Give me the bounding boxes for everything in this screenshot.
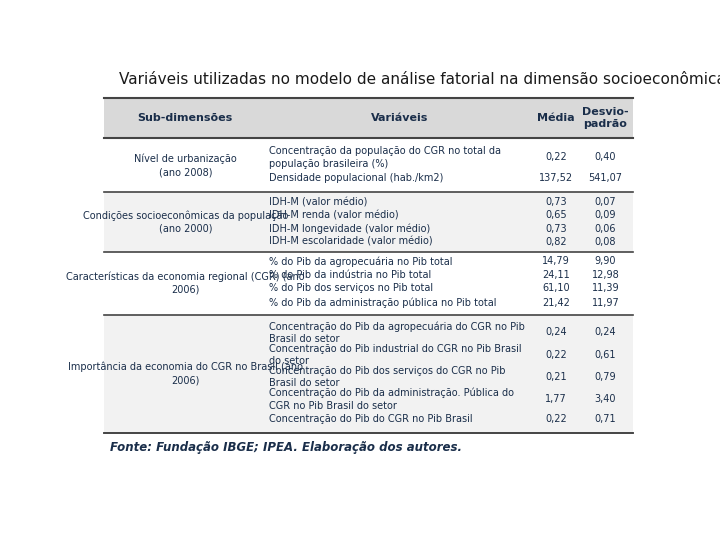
Bar bbox=[104, 98, 632, 138]
Text: 61,10: 61,10 bbox=[542, 283, 570, 293]
Text: Variáveis utilizadas no modelo de análise fatorial na dimensão socioeconômica: Variáveis utilizadas no modelo de anális… bbox=[120, 72, 720, 87]
Text: Importância da economia do CGR no Brasil (ano
2006): Importância da economia do CGR no Brasil… bbox=[68, 362, 303, 386]
Text: Densidade populacional (hab./km2): Densidade populacional (hab./km2) bbox=[269, 173, 444, 184]
Text: 0,09: 0,09 bbox=[595, 211, 616, 220]
Text: 0,08: 0,08 bbox=[595, 237, 616, 247]
Text: % do Pib da agropecuária no Pib total: % do Pib da agropecuária no Pib total bbox=[269, 256, 453, 267]
Text: Concentração do Pib dos serviços do CGR no Pib
Brasil do setor: Concentração do Pib dos serviços do CGR … bbox=[269, 366, 505, 388]
Text: Concentração do Pib do CGR no Pib Brasil: Concentração do Pib do CGR no Pib Brasil bbox=[269, 414, 472, 424]
Text: 0,06: 0,06 bbox=[595, 224, 616, 234]
Text: 0,73: 0,73 bbox=[545, 197, 567, 207]
Text: Concentração do Pib industrial do CGR no Pib Brasil
do setor: Concentração do Pib industrial do CGR no… bbox=[269, 344, 522, 366]
Text: IDH-M (valor médio): IDH-M (valor médio) bbox=[269, 197, 367, 207]
Text: 3,40: 3,40 bbox=[595, 394, 616, 404]
Text: IDH-M longevidade (valor médio): IDH-M longevidade (valor médio) bbox=[269, 224, 431, 234]
Text: 11,39: 11,39 bbox=[592, 283, 619, 293]
Text: Média: Média bbox=[537, 113, 575, 123]
Text: 0,73: 0,73 bbox=[545, 224, 567, 234]
Text: 0,22: 0,22 bbox=[545, 152, 567, 163]
Text: 0,22: 0,22 bbox=[545, 414, 567, 424]
Text: 0,21: 0,21 bbox=[545, 372, 567, 382]
Text: Variáveis: Variáveis bbox=[372, 113, 428, 123]
Text: 0,65: 0,65 bbox=[545, 211, 567, 220]
Text: Condições socioeconômicas da população
(ano 2000): Condições socioeconômicas da população (… bbox=[83, 210, 288, 234]
Text: Fonte: Fundação IBGE; IPEA. Elaboração dos autores.: Fonte: Fundação IBGE; IPEA. Elaboração d… bbox=[110, 441, 462, 454]
Text: % do Pib da indústria no Pib total: % do Pib da indústria no Pib total bbox=[269, 269, 431, 280]
Text: 0,79: 0,79 bbox=[595, 372, 616, 382]
Bar bbox=[104, 315, 632, 433]
Text: Nível de urbanização
(ano 2008): Nível de urbanização (ano 2008) bbox=[134, 153, 237, 177]
Text: 0,24: 0,24 bbox=[545, 327, 567, 338]
Bar bbox=[104, 138, 632, 192]
Text: 0,61: 0,61 bbox=[595, 350, 616, 360]
Text: 0,22: 0,22 bbox=[545, 350, 567, 360]
Text: % do Pib da administração pública no Pib total: % do Pib da administração pública no Pib… bbox=[269, 298, 497, 308]
Bar bbox=[104, 192, 632, 252]
Text: IDH-M escolaridade (valor médio): IDH-M escolaridade (valor médio) bbox=[269, 237, 433, 247]
Text: 11,97: 11,97 bbox=[592, 298, 619, 308]
Text: Concentração da população do CGR no total da
população brasileira (%): Concentração da população do CGR no tota… bbox=[269, 146, 501, 168]
Text: % do Pib dos serviços no Pib total: % do Pib dos serviços no Pib total bbox=[269, 283, 433, 293]
Text: 21,42: 21,42 bbox=[542, 298, 570, 308]
Text: 0,82: 0,82 bbox=[545, 237, 567, 247]
Text: 9,90: 9,90 bbox=[595, 256, 616, 266]
Text: Sub-dimensões: Sub-dimensões bbox=[138, 113, 233, 123]
Text: 24,11: 24,11 bbox=[542, 269, 570, 280]
Text: IDH-M renda (valor médio): IDH-M renda (valor médio) bbox=[269, 211, 399, 220]
Text: Concentração do Pib da agropecuária do CGR no Pib
Brasil do setor: Concentração do Pib da agropecuária do C… bbox=[269, 321, 525, 344]
Text: 0,07: 0,07 bbox=[595, 197, 616, 207]
Text: 137,52: 137,52 bbox=[539, 173, 573, 184]
Text: 14,79: 14,79 bbox=[542, 256, 570, 266]
Text: 0,71: 0,71 bbox=[595, 414, 616, 424]
Text: 0,40: 0,40 bbox=[595, 152, 616, 163]
Text: Desvio-
padrão: Desvio- padrão bbox=[582, 107, 629, 129]
Text: Características da economia regional (CGR) (ano
2006): Características da economia regional (CG… bbox=[66, 271, 305, 295]
Text: 0,24: 0,24 bbox=[595, 327, 616, 338]
Text: 12,98: 12,98 bbox=[592, 269, 619, 280]
Text: 541,07: 541,07 bbox=[588, 173, 622, 184]
Text: 1,77: 1,77 bbox=[545, 394, 567, 404]
Bar bbox=[104, 252, 632, 315]
Text: Concentração do Pib da administração. Pública do
CGR no Pib Brasil do setor: Concentração do Pib da administração. Pú… bbox=[269, 388, 514, 411]
